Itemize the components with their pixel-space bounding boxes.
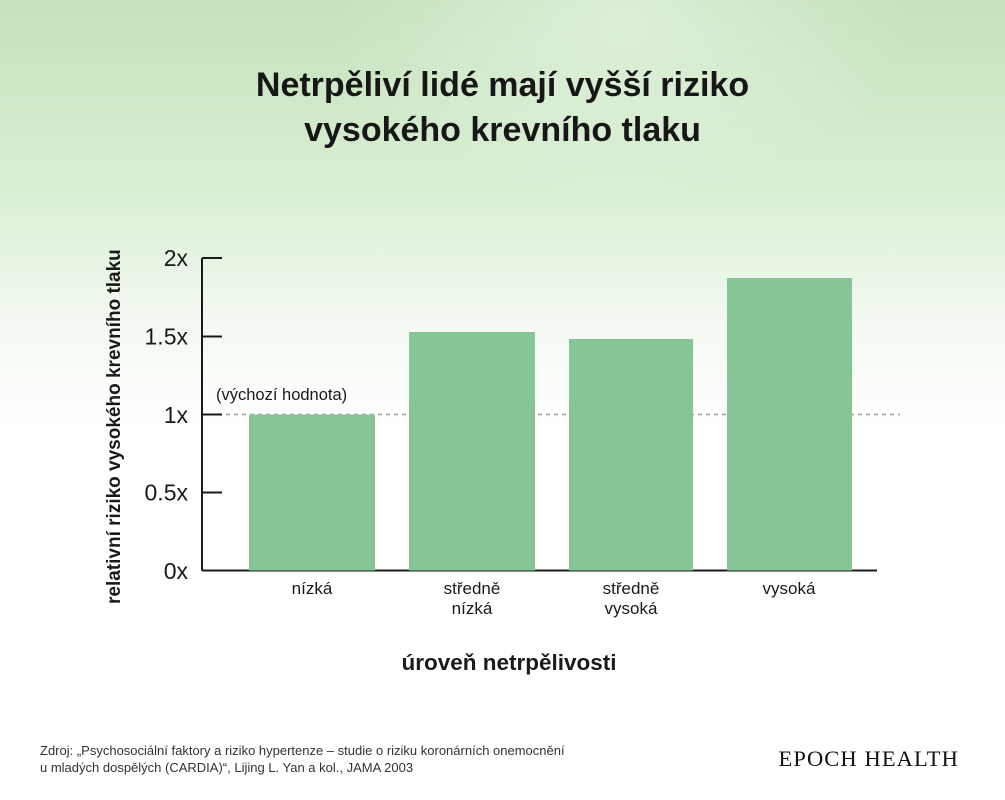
svg-text:úroveň netrpělivosti: úroveň netrpělivosti: [401, 650, 616, 675]
svg-text:nízká: nízká: [292, 579, 333, 598]
svg-text:2x: 2x: [164, 245, 189, 271]
svg-text:Zdroj: „Psychosociální faktory: Zdroj: „Psychosociální faktory a riziko …: [40, 743, 565, 758]
svg-text:1x: 1x: [164, 402, 189, 428]
svg-text:u mladých dospělých (CARDIA)“,: u mladých dospělých (CARDIA)“, Lijing L.…: [40, 760, 413, 775]
svg-text:1.5x: 1.5x: [145, 324, 189, 350]
svg-text:středně: středně: [444, 579, 501, 598]
svg-text:vysoká: vysoká: [605, 599, 658, 618]
svg-text:středně: středně: [603, 579, 660, 598]
svg-text:nízká: nízká: [452, 599, 493, 618]
svg-text:relativní riziko vysokého krev: relativní riziko vysokého krevního tlaku: [104, 249, 125, 604]
svg-text:vysoká: vysoká: [763, 579, 816, 598]
svg-text:0.5x: 0.5x: [145, 480, 189, 506]
svg-text:(výchozí hodnota): (výchozí hodnota): [216, 386, 347, 404]
svg-text:0x: 0x: [164, 558, 189, 584]
